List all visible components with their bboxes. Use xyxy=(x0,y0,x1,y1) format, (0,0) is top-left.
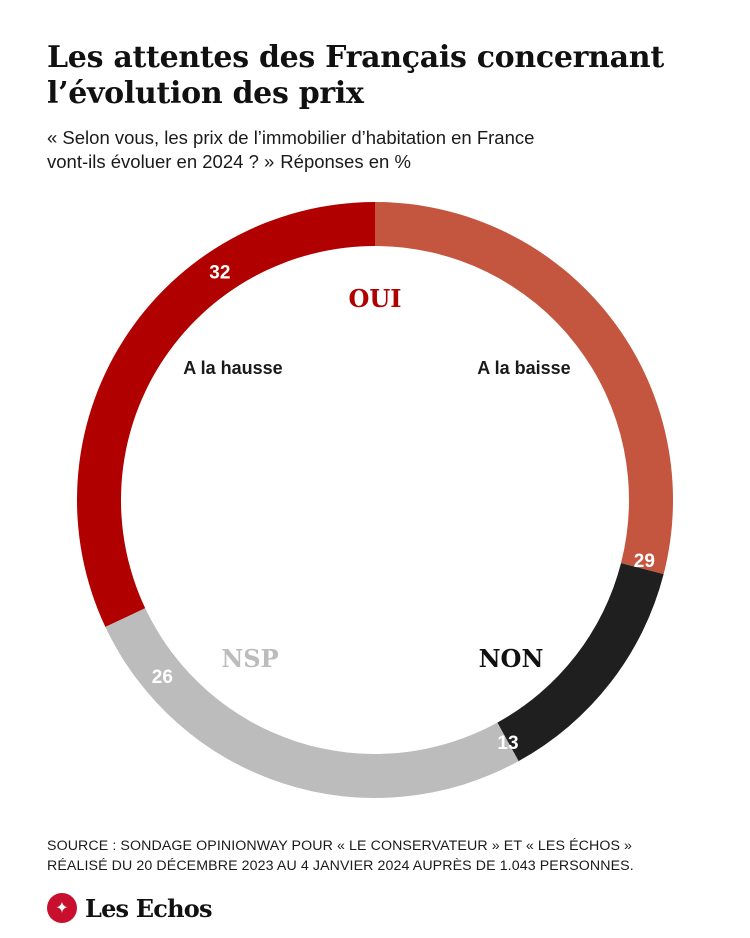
group-label-non: NON xyxy=(479,644,544,673)
group-label-oui: OUI xyxy=(348,284,401,313)
subtitle-line-2: vont-ils évoluer en 2024 ? » xyxy=(47,151,275,172)
value-label-a-la-baisse: 29 xyxy=(634,551,655,572)
value-label-a-la-hausse: 32 xyxy=(209,263,230,284)
category-label-a-la-baisse: A la baisse xyxy=(477,358,570,378)
source-line-1: SOURCE : SONDAGE OPINIONWAY POUR « LE CO… xyxy=(47,838,633,854)
chart-subtitle: « Selon vous, les prix de l’immobilier d… xyxy=(47,126,727,174)
title-line-1: Les attentes des Français concernant xyxy=(47,40,664,75)
logo-emblem-icon: ✦ xyxy=(47,893,77,923)
value-label-non: 13 xyxy=(497,733,518,754)
subtitle-line-1: « Selon vous, les prix de l’immobilier d… xyxy=(47,127,535,148)
source-note: SOURCE : SONDAGE OPINIONWAY POUR « LE CO… xyxy=(47,836,737,876)
slice-a-la-baisse xyxy=(375,202,673,575)
title-line-2: l’évolution des prix xyxy=(47,76,364,111)
logo-wordmark: Les Echos xyxy=(85,893,212,923)
source-line-2: RÉALISÉ DU 20 DÉCEMBRE 2023 AU 4 JANVIER… xyxy=(47,858,634,874)
chart-title: Les attentes des Français concernant l’é… xyxy=(47,40,727,112)
subtitle-unit-note: Réponses en % xyxy=(280,151,411,172)
slice-a-la-hausse xyxy=(77,202,375,627)
slice-nsp xyxy=(105,608,519,799)
group-label-nsp: NSP xyxy=(221,644,278,673)
les-echos-logo: ✦ Les Echos xyxy=(47,893,212,923)
slice-non xyxy=(497,563,664,762)
category-label-a-la-hausse: A la hausse xyxy=(183,358,282,378)
value-label-nsp: 26 xyxy=(152,667,173,688)
